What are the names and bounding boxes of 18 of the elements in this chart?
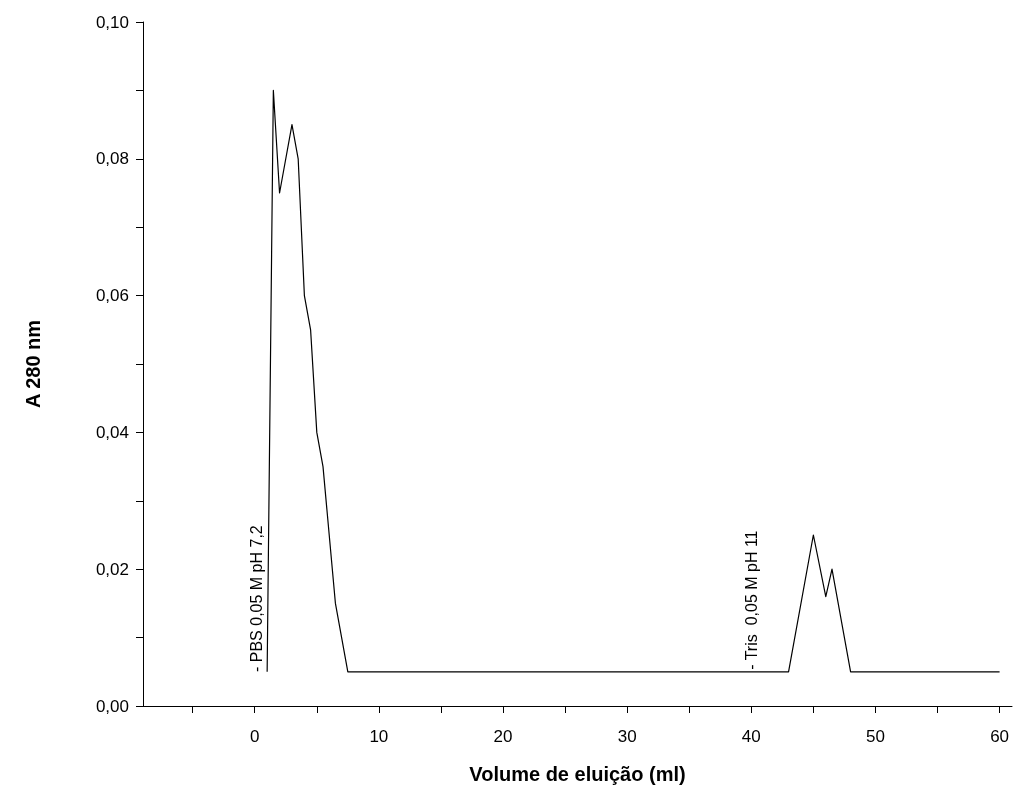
line-series — [266, 89, 1001, 673]
y-tick-label: 0,10 — [95, 12, 129, 32]
y-tick-label: 0,08 — [95, 149, 129, 169]
x-tick-label: 40 — [741, 727, 761, 746]
y-tick-label: 0,02 — [95, 559, 129, 579]
x-tick-label: 60 — [990, 727, 1010, 746]
x-tick-label: 0 — [249, 727, 260, 746]
annotation: - Tris 0,05 M pH 11 — [742, 530, 760, 670]
y-axis-title: A 280 nm — [22, 319, 44, 409]
x-tick-label: 30 — [617, 727, 637, 746]
annotation: - PBS 0,05 M pH 7,2 — [247, 525, 265, 672]
y-tick-label: 0,04 — [95, 422, 129, 442]
x-axis-title: Volume de eluição (ml) — [469, 763, 686, 785]
y-tick-label: 0,06 — [95, 286, 129, 306]
y-tick-label: 0,00 — [95, 696, 129, 716]
x-tick-label: 20 — [493, 727, 513, 746]
x-tick-label: 10 — [369, 727, 389, 746]
x-tick-label: 50 — [865, 727, 885, 746]
